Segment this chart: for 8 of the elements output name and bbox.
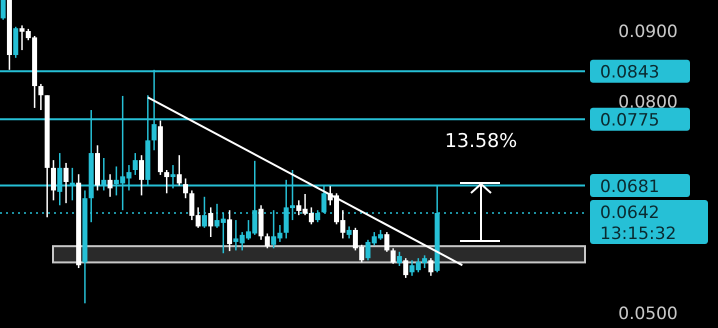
- annotation: 13.58%: [444, 130, 518, 152]
- ref-line-label: 0.0843: [600, 62, 660, 83]
- ref-line-label: 0.0681: [600, 176, 660, 197]
- y-tick-label: 0.0500: [618, 304, 678, 324]
- ref-line-label: 0.0642 13:15:32: [600, 202, 676, 244]
- ref-line-label: 0.0775: [600, 110, 660, 131]
- y-tick-label: 0.0800: [618, 92, 678, 113]
- y-tick-label: 0.0900: [618, 22, 678, 42]
